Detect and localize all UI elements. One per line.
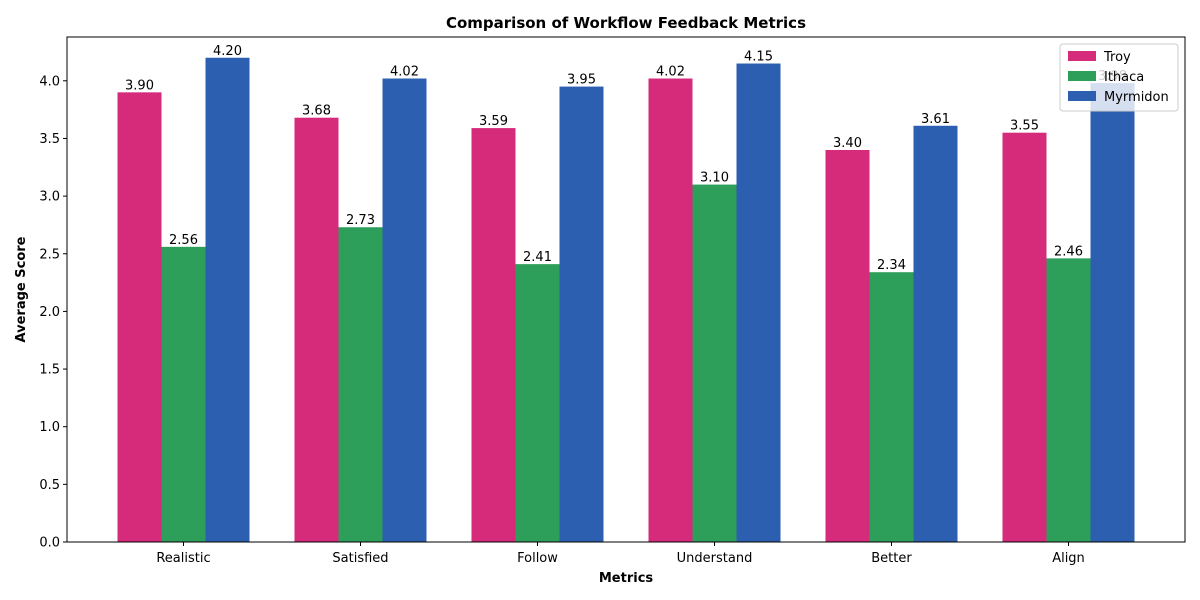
y-tick-label: 1.5 xyxy=(39,363,60,378)
x-tick-label: Realistic xyxy=(156,551,210,566)
x-axis-ticks: Realistic Satisfied Follow Understand Better… xyxy=(156,542,1085,566)
data-label: 3.90 xyxy=(125,78,154,93)
bar xyxy=(825,149,870,543)
bar xyxy=(559,86,604,542)
data-label: 4.15 xyxy=(744,50,773,65)
x-tick-label: Align xyxy=(1052,551,1085,566)
data-label: 3.55 xyxy=(1010,119,1039,134)
x-tick-label: Follow xyxy=(517,551,558,566)
legend-label: Troy xyxy=(1103,50,1131,65)
x-tick-label: Satisfied xyxy=(332,551,388,566)
plot-frame xyxy=(66,36,1186,543)
y-axis-label: Average Score xyxy=(14,236,29,342)
y-tick-label: 0.0 xyxy=(39,536,60,551)
data-label: 4.20 xyxy=(213,44,242,59)
data-label: 3.95 xyxy=(567,73,596,88)
bar xyxy=(161,246,206,542)
bar xyxy=(869,272,914,542)
data-label: 3.68 xyxy=(302,104,331,119)
legend-label: Myrmidon xyxy=(1104,90,1169,105)
y-tick-label: 3.5 xyxy=(39,132,60,147)
bar xyxy=(471,128,516,542)
data-label: 3.40 xyxy=(833,136,862,151)
data-label: 4.02 xyxy=(390,65,419,80)
bar xyxy=(648,78,693,543)
bar xyxy=(515,264,560,542)
legend-swatch xyxy=(1068,91,1096,101)
y-axis-ticks: 0.0 0.5 1.0 1.5 2.0 2.5 3.0 3.5 4.0 xyxy=(39,74,67,551)
y-tick-label: 2.5 xyxy=(39,247,60,262)
data-label: 2.41 xyxy=(523,250,552,265)
legend-label: Ithaca xyxy=(1104,70,1144,85)
data-label: 4.02 xyxy=(656,65,685,80)
data-labels-group: 3.90 3.68 3.59 4.02 3.40 3.55 2.56 2.73 2.41 3.10… xyxy=(125,44,1127,273)
y-tick-label: 4.0 xyxy=(39,74,60,89)
y-tick-label: 0.5 xyxy=(39,478,60,493)
bar xyxy=(692,184,737,543)
legend-swatch xyxy=(1068,51,1096,61)
y-tick-label: 3.0 xyxy=(39,190,60,205)
y-tick-label: 1.0 xyxy=(39,420,60,435)
legend-swatch xyxy=(1068,71,1096,81)
chart-title: Comparison of Workflow Feedback Metrics xyxy=(446,14,806,32)
bar xyxy=(117,92,162,542)
bar xyxy=(736,63,781,543)
legend: Troy Ithaca Myrmidon xyxy=(1059,43,1179,112)
y-tick-label: 2.0 xyxy=(39,305,60,320)
bar xyxy=(338,227,383,542)
x-tick-label: Understand xyxy=(677,551,753,566)
data-label: 2.46 xyxy=(1054,244,1083,259)
bar xyxy=(913,125,958,543)
bar xyxy=(205,57,250,543)
data-label: 2.73 xyxy=(346,213,375,228)
bar xyxy=(1046,258,1091,542)
data-label: 2.34 xyxy=(877,258,906,273)
data-label: 3.59 xyxy=(479,114,508,129)
bar xyxy=(1090,83,1135,543)
data-label: 3.10 xyxy=(700,171,729,186)
x-axis-label: Metrics xyxy=(599,571,654,586)
bars-group xyxy=(117,57,1135,543)
x-tick-label: Better xyxy=(871,551,912,566)
bar xyxy=(382,78,427,543)
data-label: 2.56 xyxy=(169,233,198,248)
bar xyxy=(1002,132,1047,542)
data-label: 3.61 xyxy=(921,112,950,127)
bar xyxy=(294,117,339,542)
